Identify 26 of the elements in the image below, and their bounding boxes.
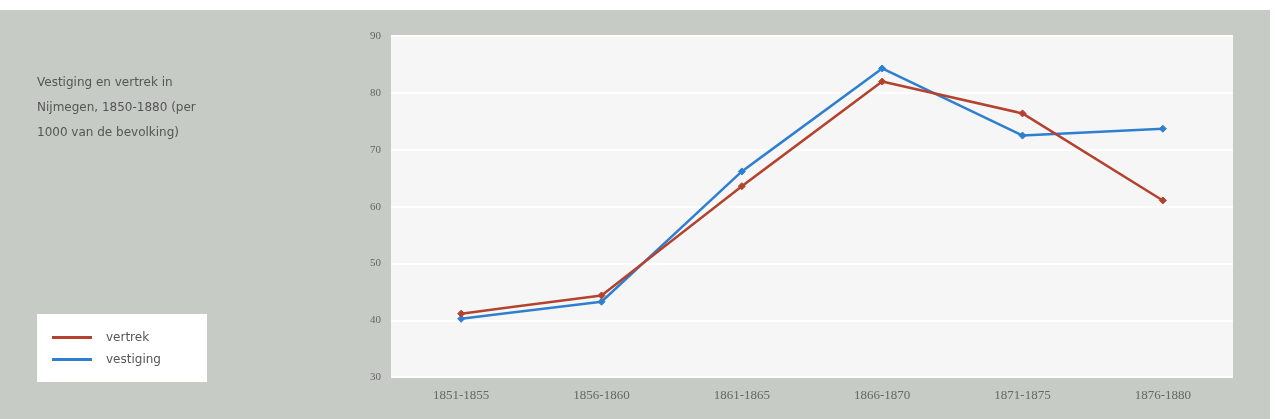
- point: [597, 291, 606, 300]
- point: [878, 64, 887, 73]
- legend-label: vestiging: [106, 352, 161, 366]
- x-tick-label: 1871-1875: [994, 386, 1051, 402]
- x-tick-label: 1876-1880: [1134, 386, 1192, 402]
- point: [1018, 109, 1027, 118]
- point: [737, 182, 746, 191]
- x-tick-label: 1856-1860: [573, 386, 630, 402]
- text: Vestiging en vertrek in Nijmegen, 1850-1880 (per 1000 van de bevolking): [37, 74, 197, 141]
- point: [1158, 196, 1167, 205]
- y-tick-label: 60: [370, 199, 382, 212]
- x-tick-label: 1851-1855: [432, 386, 490, 402]
- y-tick-label: 30: [370, 370, 382, 383]
- point: [878, 77, 887, 86]
- point: [737, 167, 746, 176]
- point: [597, 297, 606, 306]
- y-tick-label: 80: [370, 85, 382, 98]
- y-tick-label: 40: [370, 313, 382, 326]
- y-tick-label: 70: [370, 142, 382, 155]
- point: [1018, 131, 1027, 140]
- point: [457, 309, 466, 318]
- x-tick-label: 1866-1870: [853, 386, 911, 402]
- legend-label: vertrek: [106, 330, 150, 344]
- y-tick-label: 90: [370, 28, 382, 41]
- x-tick-label: 1861-1865: [713, 386, 771, 402]
- y-tick-label: 50: [370, 256, 382, 269]
